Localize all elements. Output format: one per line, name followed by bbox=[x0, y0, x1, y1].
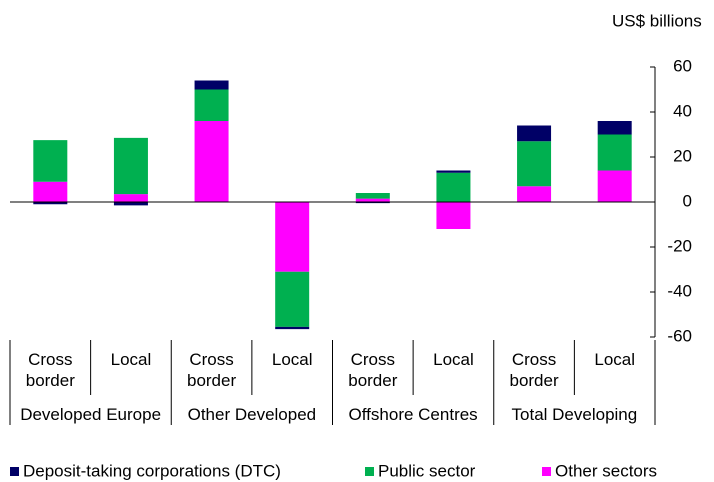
legend-swatch bbox=[365, 467, 374, 476]
y-tick-label: 20 bbox=[673, 146, 692, 165]
x-tick-label: Cross border bbox=[509, 350, 559, 390]
x-tick-label: Local bbox=[594, 350, 635, 369]
bar-segment bbox=[113, 137, 148, 195]
axis-unit: US$ billions bbox=[612, 11, 702, 30]
y-tick-label: 40 bbox=[673, 101, 692, 120]
bar-segment bbox=[33, 140, 68, 182]
bar-segment bbox=[517, 125, 552, 142]
legend-swatch bbox=[542, 467, 551, 476]
y-tick-label: 60 bbox=[673, 56, 692, 75]
group-label: Developed Europe bbox=[20, 405, 162, 424]
bar-segment bbox=[194, 89, 229, 121]
x-tick-label: Cross border bbox=[186, 350, 237, 390]
y-tick-label: -40 bbox=[667, 281, 692, 300]
bar-segment bbox=[355, 198, 390, 202]
group-label: Offshore Centres bbox=[348, 405, 478, 424]
y-tick-label: -60 bbox=[667, 326, 692, 345]
legend-label: Deposit-taking corporations (DTC) bbox=[23, 461, 281, 480]
bar-segment bbox=[275, 326, 310, 330]
bar-segment bbox=[194, 121, 229, 202]
bar-segment bbox=[113, 194, 148, 202]
bar-segment bbox=[597, 170, 632, 202]
bar-segment bbox=[33, 202, 68, 205]
bar-segment bbox=[113, 202, 148, 206]
bar-segment bbox=[597, 121, 632, 135]
x-tick-label: Local bbox=[433, 350, 474, 369]
bar-segment bbox=[355, 193, 390, 199]
group-label: Other Developed bbox=[187, 405, 317, 424]
bar-segment bbox=[436, 172, 471, 202]
bar-segment bbox=[194, 80, 229, 90]
x-tick-label: Local bbox=[110, 350, 152, 369]
legend-label: Public sector bbox=[378, 461, 476, 480]
bar-segment bbox=[355, 202, 390, 204]
x-tick-label: Cross border bbox=[25, 350, 75, 390]
bar-segment bbox=[597, 134, 632, 171]
group-label: Total Developing bbox=[511, 405, 638, 424]
x-tick-label: Local bbox=[271, 350, 313, 369]
y-tick-label: -20 bbox=[667, 236, 692, 255]
bar-segment bbox=[275, 202, 310, 272]
bar-segment bbox=[436, 170, 471, 173]
bar-segment bbox=[275, 271, 310, 327]
bar-segment bbox=[436, 202, 471, 229]
bar-segment bbox=[517, 141, 552, 187]
y-tick-label: 0 bbox=[683, 191, 692, 210]
legend-label: Other sectors bbox=[555, 461, 657, 480]
bar-segment bbox=[33, 181, 68, 202]
x-tick-label: Cross border bbox=[348, 350, 398, 390]
legend-swatch bbox=[10, 467, 19, 476]
bar-segment bbox=[517, 186, 552, 202]
